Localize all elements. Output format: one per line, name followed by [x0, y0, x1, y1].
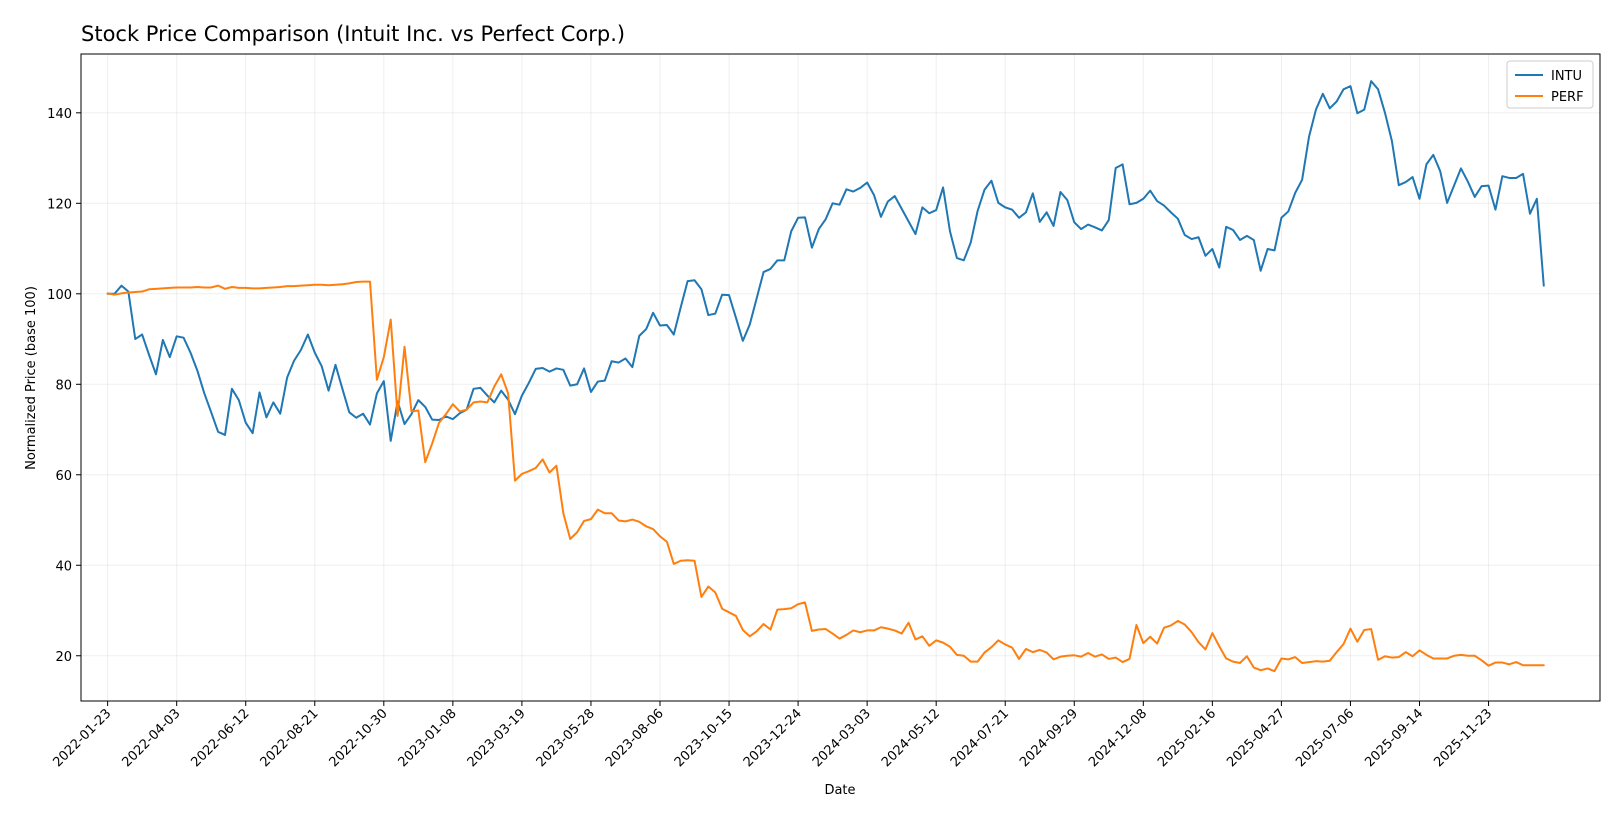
- y-tick-label: 120: [47, 197, 72, 212]
- y-axis-ticks: 20 40 60 80 100 120 140: [47, 107, 81, 665]
- legend-label-intu: INTU: [1551, 69, 1582, 84]
- y-tick-label: 140: [47, 107, 72, 122]
- x-axis-label: Date: [824, 783, 855, 798]
- chart-title: Stock Price Comparison (Intuit Inc. vs P…: [81, 22, 625, 46]
- y-tick-label: 100: [47, 288, 72, 303]
- series-line-perf: [106, 280, 1545, 673]
- legend-label-perf: PERF: [1551, 90, 1584, 105]
- y-tick-label: 60: [55, 469, 72, 484]
- y-tick-label: 80: [55, 378, 72, 393]
- y-tick-label: 40: [55, 559, 72, 574]
- series-lines: [106, 80, 1545, 673]
- plot-frame: [80, 53, 1601, 702]
- series-line-intu: [106, 80, 1545, 442]
- legend: INTU PERF: [1506, 60, 1594, 109]
- y-axis-label: Normalized Price (base 100): [24, 286, 39, 470]
- y-tick-label: 20: [55, 650, 72, 665]
